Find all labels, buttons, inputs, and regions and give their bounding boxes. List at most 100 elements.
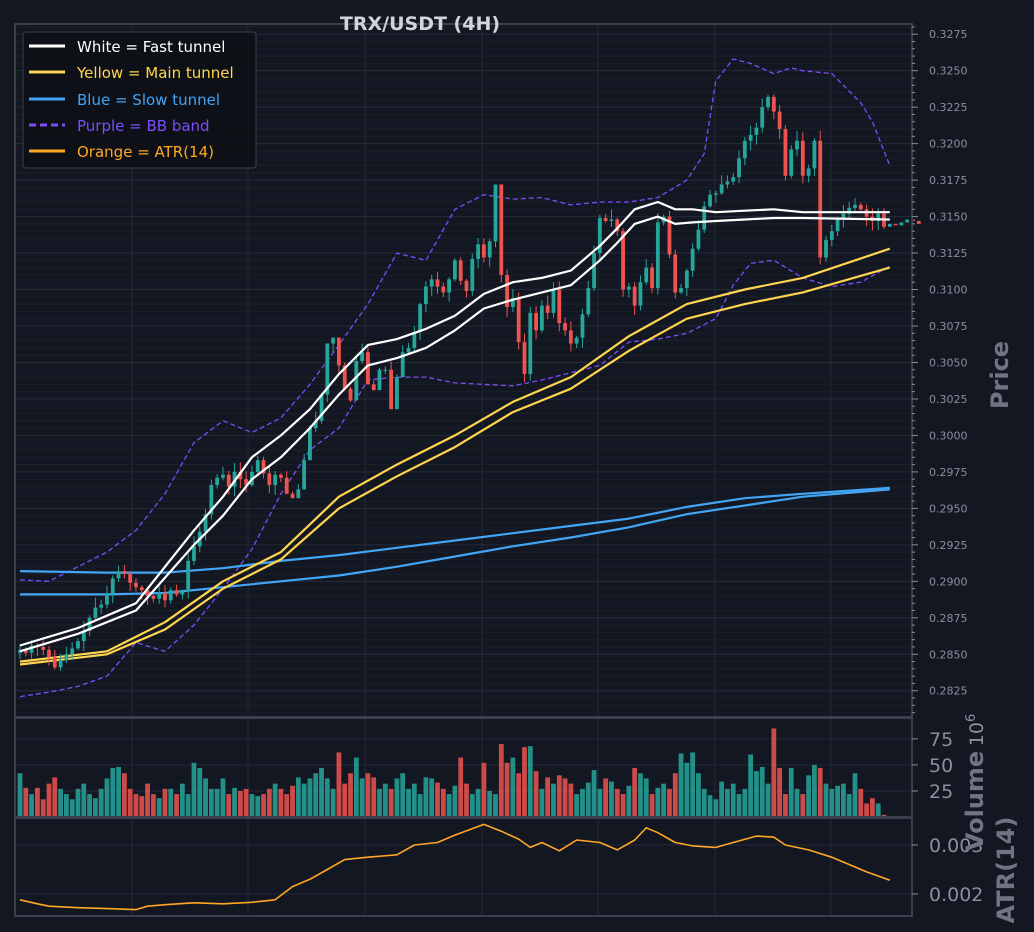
- price-axis: 0.2825 0.2850 0.2875 0.2900 0.2925 0.2950 0.29…: [912, 26, 968, 714]
- candle-body: [128, 574, 133, 583]
- candle-body: [905, 219, 910, 223]
- volume-bar: [359, 778, 365, 817]
- volume-bar: [63, 794, 69, 817]
- atr-tick-label: 0.003: [929, 835, 983, 857]
- volume-bar: [290, 785, 295, 817]
- candle-body: [342, 365, 347, 389]
- candle-body: [545, 305, 550, 313]
- candle-body: [847, 207, 852, 214]
- candle-body: [551, 289, 556, 313]
- price-tick-label: 0.2925: [929, 539, 968, 552]
- volume-bar: [301, 783, 307, 817]
- volume-bar: [145, 783, 150, 817]
- candle-body: [116, 571, 121, 579]
- volume-bar: [504, 762, 510, 817]
- candle-body: [748, 134, 753, 141]
- candle-body: [163, 592, 167, 601]
- volume-bar: [34, 787, 40, 817]
- volume-tick-label: 50: [929, 755, 953, 777]
- candle-body: [105, 592, 109, 605]
- volume-bar: [278, 788, 284, 817]
- candle-body: [725, 181, 730, 185]
- volume-bar: [81, 783, 87, 817]
- price-tick-label: 0.3225: [929, 101, 968, 114]
- candle-body: [563, 323, 567, 331]
- volume-bar: [870, 798, 875, 817]
- candle-body: [215, 477, 220, 486]
- volume-bar: [690, 752, 696, 817]
- volume-bar: [568, 783, 574, 817]
- volume-bar: [800, 794, 806, 817]
- atr-panel-frame: [14, 817, 913, 917]
- volume-bar: [353, 757, 359, 817]
- volume-bar: [197, 768, 203, 817]
- volume-bar: [104, 778, 110, 817]
- candle-body: [731, 177, 736, 182]
- volume-bar: [649, 794, 655, 817]
- atr-series-line: [19, 823, 891, 911]
- candle-body: [777, 111, 782, 130]
- candle-body: [134, 582, 138, 588]
- candle-body: [829, 231, 834, 240]
- candle-body: [783, 129, 788, 176]
- candle-body: [418, 304, 423, 332]
- candle-body: [789, 149, 794, 176]
- candle-body: [713, 193, 718, 195]
- volume-bar: [475, 788, 481, 817]
- candle-body: [238, 471, 243, 480]
- volume-bar: [220, 778, 226, 817]
- candle-body: [650, 267, 654, 289]
- volume-bar: [150, 794, 156, 817]
- candle-body: [510, 298, 515, 308]
- candle-body: [458, 260, 463, 281]
- volume-bar: [191, 762, 197, 817]
- candle-body: [261, 460, 266, 474]
- candle-body: [690, 248, 695, 271]
- legend-box: [22, 31, 257, 169]
- price-tick-label: 0.2850: [929, 648, 968, 661]
- candle-body: [348, 388, 353, 401]
- series-slow-upper: [19, 486, 890, 574]
- volume-bar: [574, 794, 580, 817]
- volume-bar: [783, 794, 788, 817]
- candle-body: [302, 460, 307, 490]
- volume-bar: [266, 788, 272, 817]
- candle-body: [255, 460, 260, 472]
- candle-body: [41, 646, 46, 650]
- volume-bar: [40, 799, 46, 817]
- volume-bar: [852, 773, 858, 817]
- candle-body: [702, 206, 707, 230]
- volume-bar: [667, 788, 672, 817]
- candle-body: [192, 546, 196, 561]
- candle-body: [441, 286, 446, 293]
- volume-bar: [539, 788, 545, 817]
- candle-body: [452, 260, 457, 280]
- candle-body: [244, 479, 249, 486]
- price-axis-title: Price: [986, 341, 1014, 409]
- candle-body: [638, 282, 643, 306]
- volume-bar: [179, 783, 185, 817]
- volume-bar: [585, 782, 591, 817]
- candle-body: [308, 428, 312, 461]
- volume-bar: [139, 796, 145, 817]
- volume-bar: [620, 794, 626, 817]
- atr-grid: [15, 818, 912, 916]
- candle-body: [389, 369, 394, 410]
- candle-body: [476, 244, 480, 259]
- volume-bar: [342, 783, 348, 817]
- volume-bar: [185, 794, 191, 817]
- atr-axis-title: ATR(14): [992, 817, 1020, 924]
- candle-body: [64, 654, 69, 661]
- volume-bar: [841, 783, 846, 817]
- volume-bar: [226, 794, 232, 817]
- volume-bar: [156, 798, 162, 817]
- volume-bar: [168, 788, 174, 817]
- volume-bar: [110, 768, 116, 817]
- volume-bar: [794, 788, 800, 817]
- candle-body: [412, 331, 417, 348]
- volume-bar: [672, 773, 678, 817]
- volume-bar: [75, 788, 81, 817]
- candle-body: [487, 241, 492, 258]
- main-tunnel: [19, 247, 891, 666]
- volume-bar: [754, 771, 759, 817]
